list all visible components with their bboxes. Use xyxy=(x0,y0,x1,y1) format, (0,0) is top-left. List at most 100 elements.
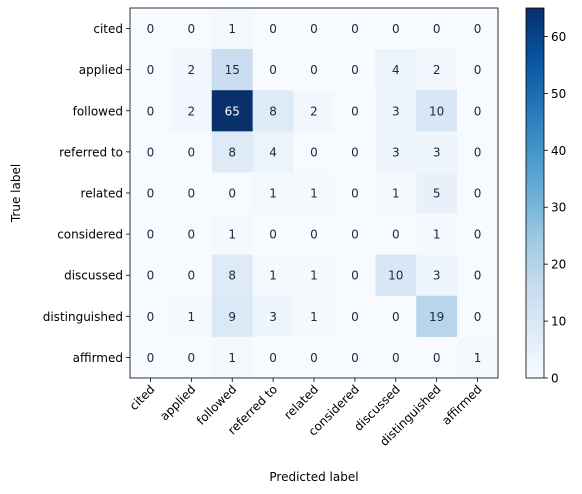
cell-value-label: 8 xyxy=(228,145,236,159)
heatmap-cell xyxy=(375,254,417,297)
heatmap-cell xyxy=(375,213,417,255)
cell-value-label: 0 xyxy=(147,351,155,365)
cell-value-label: 0 xyxy=(188,22,196,36)
cell-value-label: 4 xyxy=(392,63,400,77)
cell-value-label: 0 xyxy=(474,104,482,118)
heatmap-cell xyxy=(416,49,458,91)
cell-value-label: 3 xyxy=(433,269,441,283)
heatmap-cell xyxy=(170,254,213,297)
cell-value-label: 0 xyxy=(474,187,482,201)
cell-value-label: 1 xyxy=(228,228,236,242)
cell-value-label: 0 xyxy=(188,145,196,159)
heatmap-cell xyxy=(211,131,253,173)
cell-value-label: 0 xyxy=(392,22,400,36)
cell-value-label: 0 xyxy=(474,269,482,283)
heatmap-cell xyxy=(130,336,172,379)
x-tick-label: cited xyxy=(127,382,158,413)
cell-value-label: 3 xyxy=(433,145,441,159)
cell-value-label: 1 xyxy=(433,228,441,242)
heatmap-cell xyxy=(375,336,417,379)
cell-value-label: 0 xyxy=(351,145,359,159)
heatmap-cell xyxy=(252,213,294,255)
heatmap-cell xyxy=(211,172,253,214)
cell-value-label: 0 xyxy=(147,22,155,36)
heatmap-cell xyxy=(211,8,253,50)
y-tick-label: related xyxy=(81,187,123,201)
cell-value-label: 0 xyxy=(147,228,155,242)
y-tick-label: followed xyxy=(73,104,123,118)
heatmap-cell xyxy=(252,336,294,379)
heatmap-cell xyxy=(293,90,335,132)
heatmap-cell xyxy=(293,336,335,379)
colorbar-tick-label: 20 xyxy=(551,258,566,272)
heatmap-cell xyxy=(334,213,376,255)
cell-value-label: 0 xyxy=(474,63,482,77)
heatmap-cell xyxy=(130,254,172,297)
heatmap-cell xyxy=(416,8,458,50)
colorbar-tick-label: 60 xyxy=(551,30,566,44)
heatmap-cell xyxy=(457,254,499,297)
cell-value-label: 0 xyxy=(228,187,236,201)
heatmap-cell xyxy=(130,172,172,214)
heatmap-cell xyxy=(375,49,417,91)
cell-value-label: 1 xyxy=(188,310,196,324)
heatmap-cell xyxy=(334,131,376,173)
heatmap-cell xyxy=(252,49,294,91)
colorbar-tick-label: 0 xyxy=(551,372,559,386)
heatmap-cell xyxy=(416,131,458,173)
heatmap-cell xyxy=(334,336,376,379)
cell-value-label: 2 xyxy=(188,104,196,118)
cell-value-label: 10 xyxy=(388,269,403,283)
cell-value-label: 3 xyxy=(392,104,400,118)
cell-value-label: 0 xyxy=(351,187,359,201)
cell-value-label: 0 xyxy=(310,22,318,36)
cell-value-label: 0 xyxy=(474,145,482,159)
cell-value-label: 65 xyxy=(225,104,240,118)
cell-value-label: 0 xyxy=(474,310,482,324)
heatmap-cell xyxy=(375,90,417,132)
cell-value-label: 0 xyxy=(147,104,155,118)
heatmap-cell xyxy=(293,131,335,173)
cell-value-label: 1 xyxy=(474,351,482,365)
cell-value-label: 0 xyxy=(147,63,155,77)
heatmap-cell xyxy=(293,49,335,91)
heatmap-cell xyxy=(293,172,335,214)
cell-value-label: 0 xyxy=(269,63,277,77)
cell-value-label: 1 xyxy=(228,351,236,365)
cell-value-label: 0 xyxy=(351,63,359,77)
colorbar-ticks: 0 10 20 30 40 50 60 xyxy=(544,30,566,386)
cell-value-label: 0 xyxy=(351,351,359,365)
heatmap-cell xyxy=(252,8,294,50)
cell-value-label: 0 xyxy=(188,269,196,283)
x-axis-label: Predicted label xyxy=(269,470,358,484)
cell-value-label: 0 xyxy=(188,187,196,201)
heatmap-cell xyxy=(457,8,499,50)
x-tick-label: related xyxy=(281,382,321,422)
cell-value-label: 9 xyxy=(228,310,236,324)
heatmap-cell xyxy=(130,131,172,173)
heatmap-cell xyxy=(457,295,499,338)
heatmap-cell xyxy=(416,90,458,132)
cell-value-label: 0 xyxy=(269,351,277,365)
x-tick-label: affirmed xyxy=(439,382,485,428)
heatmap-cell xyxy=(375,172,417,214)
cell-value-label: 0 xyxy=(392,351,400,365)
heatmap-cell xyxy=(211,213,253,255)
heatmap-cell xyxy=(130,49,172,91)
cell-value-label: 10 xyxy=(429,104,444,118)
y-axis-label: True label xyxy=(9,164,23,223)
heatmap-cell xyxy=(416,172,458,214)
cell-value-label: 0 xyxy=(351,22,359,36)
cell-value-label: 0 xyxy=(310,63,318,77)
heatmap-cell xyxy=(170,49,213,91)
cell-value-label: 0 xyxy=(147,145,155,159)
cell-value-label: 0 xyxy=(269,22,277,36)
cell-value-label: 15 xyxy=(225,63,240,77)
cell-value-label: 0 xyxy=(147,310,155,324)
y-tick-label: referred to xyxy=(59,145,123,159)
cell-value-label: 2 xyxy=(310,104,318,118)
cell-value-label: 0 xyxy=(310,228,318,242)
cell-value-label: 4 xyxy=(269,145,277,159)
cell-value-label: 8 xyxy=(269,104,277,118)
